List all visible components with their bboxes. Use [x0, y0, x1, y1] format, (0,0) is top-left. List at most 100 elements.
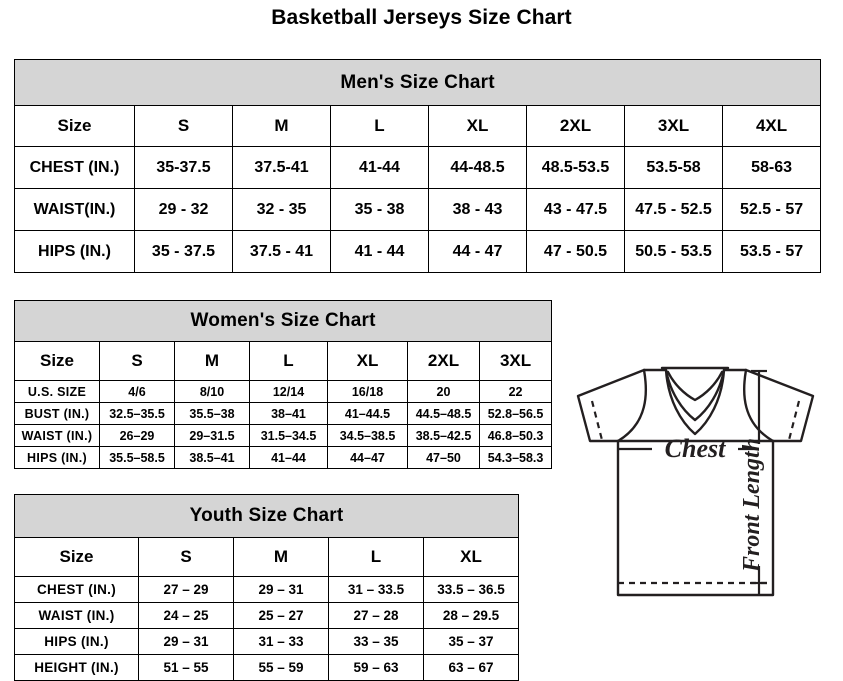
measurement-cell: 37.5-41 — [232, 146, 331, 189]
table-row: WAIST(IN.) 29 - 32 32 - 35 35 - 38 38 - 43 43… — [14, 188, 822, 231]
row-label: CHEST (IN.) — [14, 576, 139, 603]
measurement-cell: 33.5 – 36.5 — [422, 576, 520, 603]
front-length-label: Front Length — [739, 438, 765, 573]
mens-banner-row: Men's Size Chart — [13, 59, 822, 106]
row-label: BUST (IN.) — [14, 402, 100, 425]
measurement-cell: 35 – 37 — [422, 628, 520, 655]
measurement-cell: 31.5–34.5 — [249, 424, 328, 447]
jersey-body-outline — [616, 439, 775, 597]
right-armhole — [743, 368, 775, 443]
row-label: HEIGHT (IN.) — [14, 654, 139, 681]
jersey-measurement-diagram: Chest Front Length — [556, 348, 841, 648]
womens-header-l: L — [249, 341, 328, 381]
measurement-cell: 48.5-53.5 — [526, 146, 625, 189]
mens-banner: Men's Size Chart — [13, 59, 822, 106]
measurement-cell: 20 — [407, 380, 480, 403]
measurement-cell: 54.3–58.3 — [478, 446, 553, 469]
measurement-cell: 59 – 63 — [328, 654, 424, 681]
measurement-cell: 29 – 31 — [233, 576, 329, 603]
measurement-cell: 16/18 — [327, 380, 408, 403]
womens-banner: Women's Size Chart — [13, 300, 553, 342]
row-label: HIPS (IN.) — [14, 446, 100, 469]
row-label: WAIST(IN.) — [14, 188, 135, 231]
measurement-cell: 12/14 — [249, 380, 328, 403]
row-label: WAIST (IN.) — [14, 424, 100, 447]
measurement-cell: 31 – 33 — [233, 628, 329, 655]
collar-outer-vneck — [642, 368, 748, 436]
row-label: HIPS (IN.) — [14, 628, 139, 655]
measurement-cell: 8/10 — [174, 380, 250, 403]
womens-header-row: Size S M L XL 2XL 3XL — [14, 341, 553, 381]
right-sleeve-outline — [744, 368, 815, 443]
table-row: HIPS (IN.) 35 - 37.5 37.5 - 41 41 - 44 44 - … — [14, 230, 822, 273]
mens-header-m: M — [232, 105, 331, 147]
measurement-cell: 24 – 25 — [138, 602, 234, 629]
collar-band-line — [666, 370, 724, 402]
measurement-cell: 28 – 29.5 — [422, 602, 520, 629]
measurement-cell: 55 – 59 — [233, 654, 329, 681]
mens-header-size: Size — [14, 105, 135, 147]
youth-header-s: S — [138, 537, 234, 577]
youth-size-chart-table: Youth Size Chart Size S M L XL CHEST (IN.) 27 –… — [13, 494, 520, 681]
measurement-cell: 58-63 — [721, 146, 822, 189]
measurement-cell: 53.5-58 — [624, 146, 723, 189]
measurement-cell: 34.5–38.5 — [327, 424, 408, 447]
womens-header-3xl: 3XL — [478, 341, 553, 381]
youth-banner: Youth Size Chart — [13, 494, 520, 538]
table-row: HIPS (IN.) 29 – 31 31 – 33 33 – 35 35 – 37 — [14, 628, 520, 655]
table-row: HEIGHT (IN.) 51 – 55 55 – 59 59 – 63 63 – 67 — [14, 654, 520, 681]
mens-header-s: S — [134, 105, 233, 147]
measurement-cell: 41 - 44 — [330, 230, 429, 273]
measurement-cell: 4/6 — [99, 380, 175, 403]
right-sleeve-hem-dash — [787, 400, 801, 441]
measurement-cell: 26–29 — [99, 424, 175, 447]
measurement-cell: 35 - 37.5 — [134, 230, 233, 273]
womens-header-size: Size — [14, 341, 100, 381]
row-label: U.S. SIZE — [14, 380, 100, 403]
measurement-cell: 37.5 - 41 — [232, 230, 331, 273]
row-label: WAIST (IN.) — [14, 602, 139, 629]
measurement-cell: 35-37.5 — [134, 146, 233, 189]
measurement-cell: 44.5–48.5 — [407, 402, 480, 425]
page-title: Basketball Jerseys Size Chart — [271, 6, 572, 29]
measurement-cell: 29 - 32 — [134, 188, 233, 231]
mens-header-2xl: 2XL — [526, 105, 625, 147]
youth-header-xl: XL — [422, 537, 520, 577]
measurement-cell: 27 – 28 — [328, 602, 424, 629]
youth-table-body: Youth Size Chart Size S M L XL CHEST (IN.) 27 –… — [13, 494, 520, 681]
measurement-cell: 50.5 - 53.5 — [624, 230, 723, 273]
womens-header-s: S — [99, 341, 175, 381]
measurement-cell: 43 - 47.5 — [526, 188, 625, 231]
mens-header-4xl: 4XL — [721, 105, 822, 147]
womens-table-body: Women's Size Chart Size S M L XL 2XL 3XL U.S. SI… — [13, 300, 553, 469]
table-row: WAIST (IN.) 26–29 29–31.5 31.5–34.5 34.5–38.… — [14, 424, 553, 447]
measurement-cell: 41–44 — [249, 446, 328, 469]
measurement-cell: 32.5–35.5 — [99, 402, 175, 425]
measurement-cell: 63 – 67 — [422, 654, 520, 681]
table-row: CHEST (IN.) 27 – 29 29 – 31 31 – 33.5 33.5 –… — [14, 576, 520, 603]
measurement-cell: 38.5–42.5 — [407, 424, 480, 447]
measurement-cell: 41–44.5 — [327, 402, 408, 425]
measurement-cell: 31 – 33.5 — [328, 576, 424, 603]
womens-header-m: M — [174, 341, 250, 381]
youth-header-row: Size S M L XL — [14, 537, 520, 577]
measurement-cell: 35.5–38 — [174, 402, 250, 425]
measurement-cell: 38–41 — [249, 402, 328, 425]
womens-banner-row: Women's Size Chart — [13, 300, 553, 342]
measurement-cell: 38.5–41 — [174, 446, 250, 469]
youth-header-size: Size — [14, 537, 139, 577]
youth-header-m: M — [233, 537, 329, 577]
measurement-cell: 35 - 38 — [330, 188, 429, 231]
measurement-cell: 47–50 — [407, 446, 480, 469]
table-row: CHEST (IN.) 35-37.5 37.5-41 41-44 44-48.5 48.… — [14, 146, 822, 189]
measurement-cell: 29 – 31 — [138, 628, 234, 655]
measurement-cell: 44–47 — [327, 446, 408, 469]
measurement-cell: 52.8–56.5 — [478, 402, 553, 425]
mens-header-3xl: 3XL — [624, 105, 723, 147]
womens-header-2xl: 2XL — [407, 341, 480, 381]
measurement-cell: 53.5 - 57 — [721, 230, 822, 273]
mens-header-row: Size S M L XL 2XL 3XL 4XL — [14, 105, 822, 147]
youth-header-l: L — [328, 537, 424, 577]
measurement-cell: 44-48.5 — [428, 146, 527, 189]
measurement-cell: 44 - 47 — [428, 230, 527, 273]
